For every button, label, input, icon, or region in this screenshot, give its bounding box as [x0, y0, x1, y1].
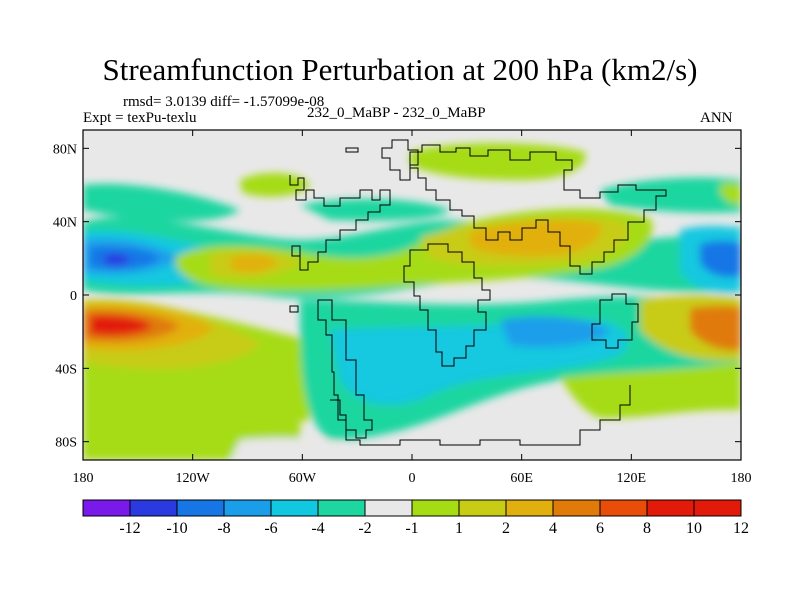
- colorbar-bin: [223, 499, 272, 517]
- colorbar-label: -8: [217, 520, 230, 537]
- colorbar-label: -2: [358, 520, 371, 537]
- y-tick-label: 80S: [55, 436, 77, 451]
- colorbar-bin: [646, 499, 695, 517]
- colorbar-bin: [505, 499, 554, 517]
- x-tick-label: 180: [731, 471, 752, 486]
- colorbar-bin: [82, 499, 131, 517]
- field-region: [300, 198, 450, 221]
- colorbar-label: 12: [733, 520, 749, 537]
- colorbar-bin: [364, 499, 413, 517]
- x-tick-label: 60W: [289, 471, 317, 486]
- colorbar-bin: [693, 499, 742, 517]
- field-region: [470, 219, 601, 257]
- case-label: 232_0_MaBP - 232_0_MaBP: [307, 105, 486, 121]
- colorbar-label: -12: [119, 520, 140, 537]
- colorbar-bin: [599, 499, 648, 517]
- x-tick-label: 180: [73, 471, 94, 486]
- coastline-eurasia: [409, 144, 667, 275]
- field-region: [720, 183, 741, 205]
- colorbar-bin: [552, 499, 601, 517]
- chart-title: Streamfunction Perturbation at 200 hPa (…: [102, 52, 698, 87]
- field-region: [600, 177, 741, 213]
- colorbar-label: -4: [311, 520, 324, 537]
- coastlines: [289, 139, 667, 446]
- y-tick-label: 0: [70, 289, 77, 304]
- colorbar-label: 6: [596, 520, 604, 537]
- field-region: [230, 437, 340, 460]
- field-region: [240, 173, 310, 197]
- coastline-australia: [591, 293, 639, 349]
- y-tick-label: 80N: [53, 142, 77, 157]
- field-region: [83, 183, 240, 222]
- field-layer: [83, 130, 741, 460]
- colorbar-label: 2: [502, 520, 510, 537]
- colorbar-label: -6: [264, 520, 277, 537]
- x-tick-label: 60E: [510, 471, 533, 486]
- axes: 180 120W 60W 0 60E 120E 180 80N 40N 0 40S 80S: [53, 130, 752, 486]
- colorbar-bin: [411, 499, 460, 517]
- colorbar-bin: [176, 499, 225, 517]
- colorbar-bin: [129, 499, 178, 517]
- field-region: [690, 305, 741, 351]
- x-tick-label: 120E: [617, 471, 647, 486]
- x-tick-label: 120W: [176, 471, 211, 486]
- field-region: [230, 254, 278, 272]
- colorbar-label: 4: [549, 520, 557, 537]
- colorbar-bin: [317, 499, 366, 517]
- field-region: [105, 253, 130, 266]
- colorbar-label: 10: [686, 520, 702, 537]
- coastline-africa: [403, 243, 491, 367]
- colorbar-label: -1: [405, 520, 418, 537]
- field-region: [90, 315, 152, 336]
- colorbar-label: 8: [643, 520, 651, 537]
- coastline-island: [289, 305, 299, 313]
- y-tick-label: 40S: [55, 362, 77, 377]
- stats-label: rmsd= 3.0139 diff= -1.57099e-08: [123, 94, 325, 110]
- coastline-antarctica: [330, 385, 631, 446]
- y-tick-label: 40N: [53, 216, 77, 231]
- coastline-americas: [289, 175, 391, 271]
- field-region: [700, 240, 741, 278]
- coastline-island: [345, 147, 359, 153]
- coastline-south-america: [317, 299, 373, 439]
- colorbar-label: 1: [455, 520, 463, 537]
- colorbar-bin: [270, 499, 319, 517]
- field-region: [500, 316, 610, 347]
- experiment-label: Expt = texPu-texlu: [83, 110, 197, 126]
- colorbar: -12 -10 -8 -6 -4 -2 -1 1 2 4 6 8 10 12: [82, 499, 749, 537]
- colorbar-bin: [458, 499, 507, 517]
- x-tick-label: 0: [409, 471, 416, 486]
- colorbar-label: -10: [166, 520, 187, 537]
- season-label: ANN: [700, 110, 733, 126]
- field-region: [560, 362, 741, 419]
